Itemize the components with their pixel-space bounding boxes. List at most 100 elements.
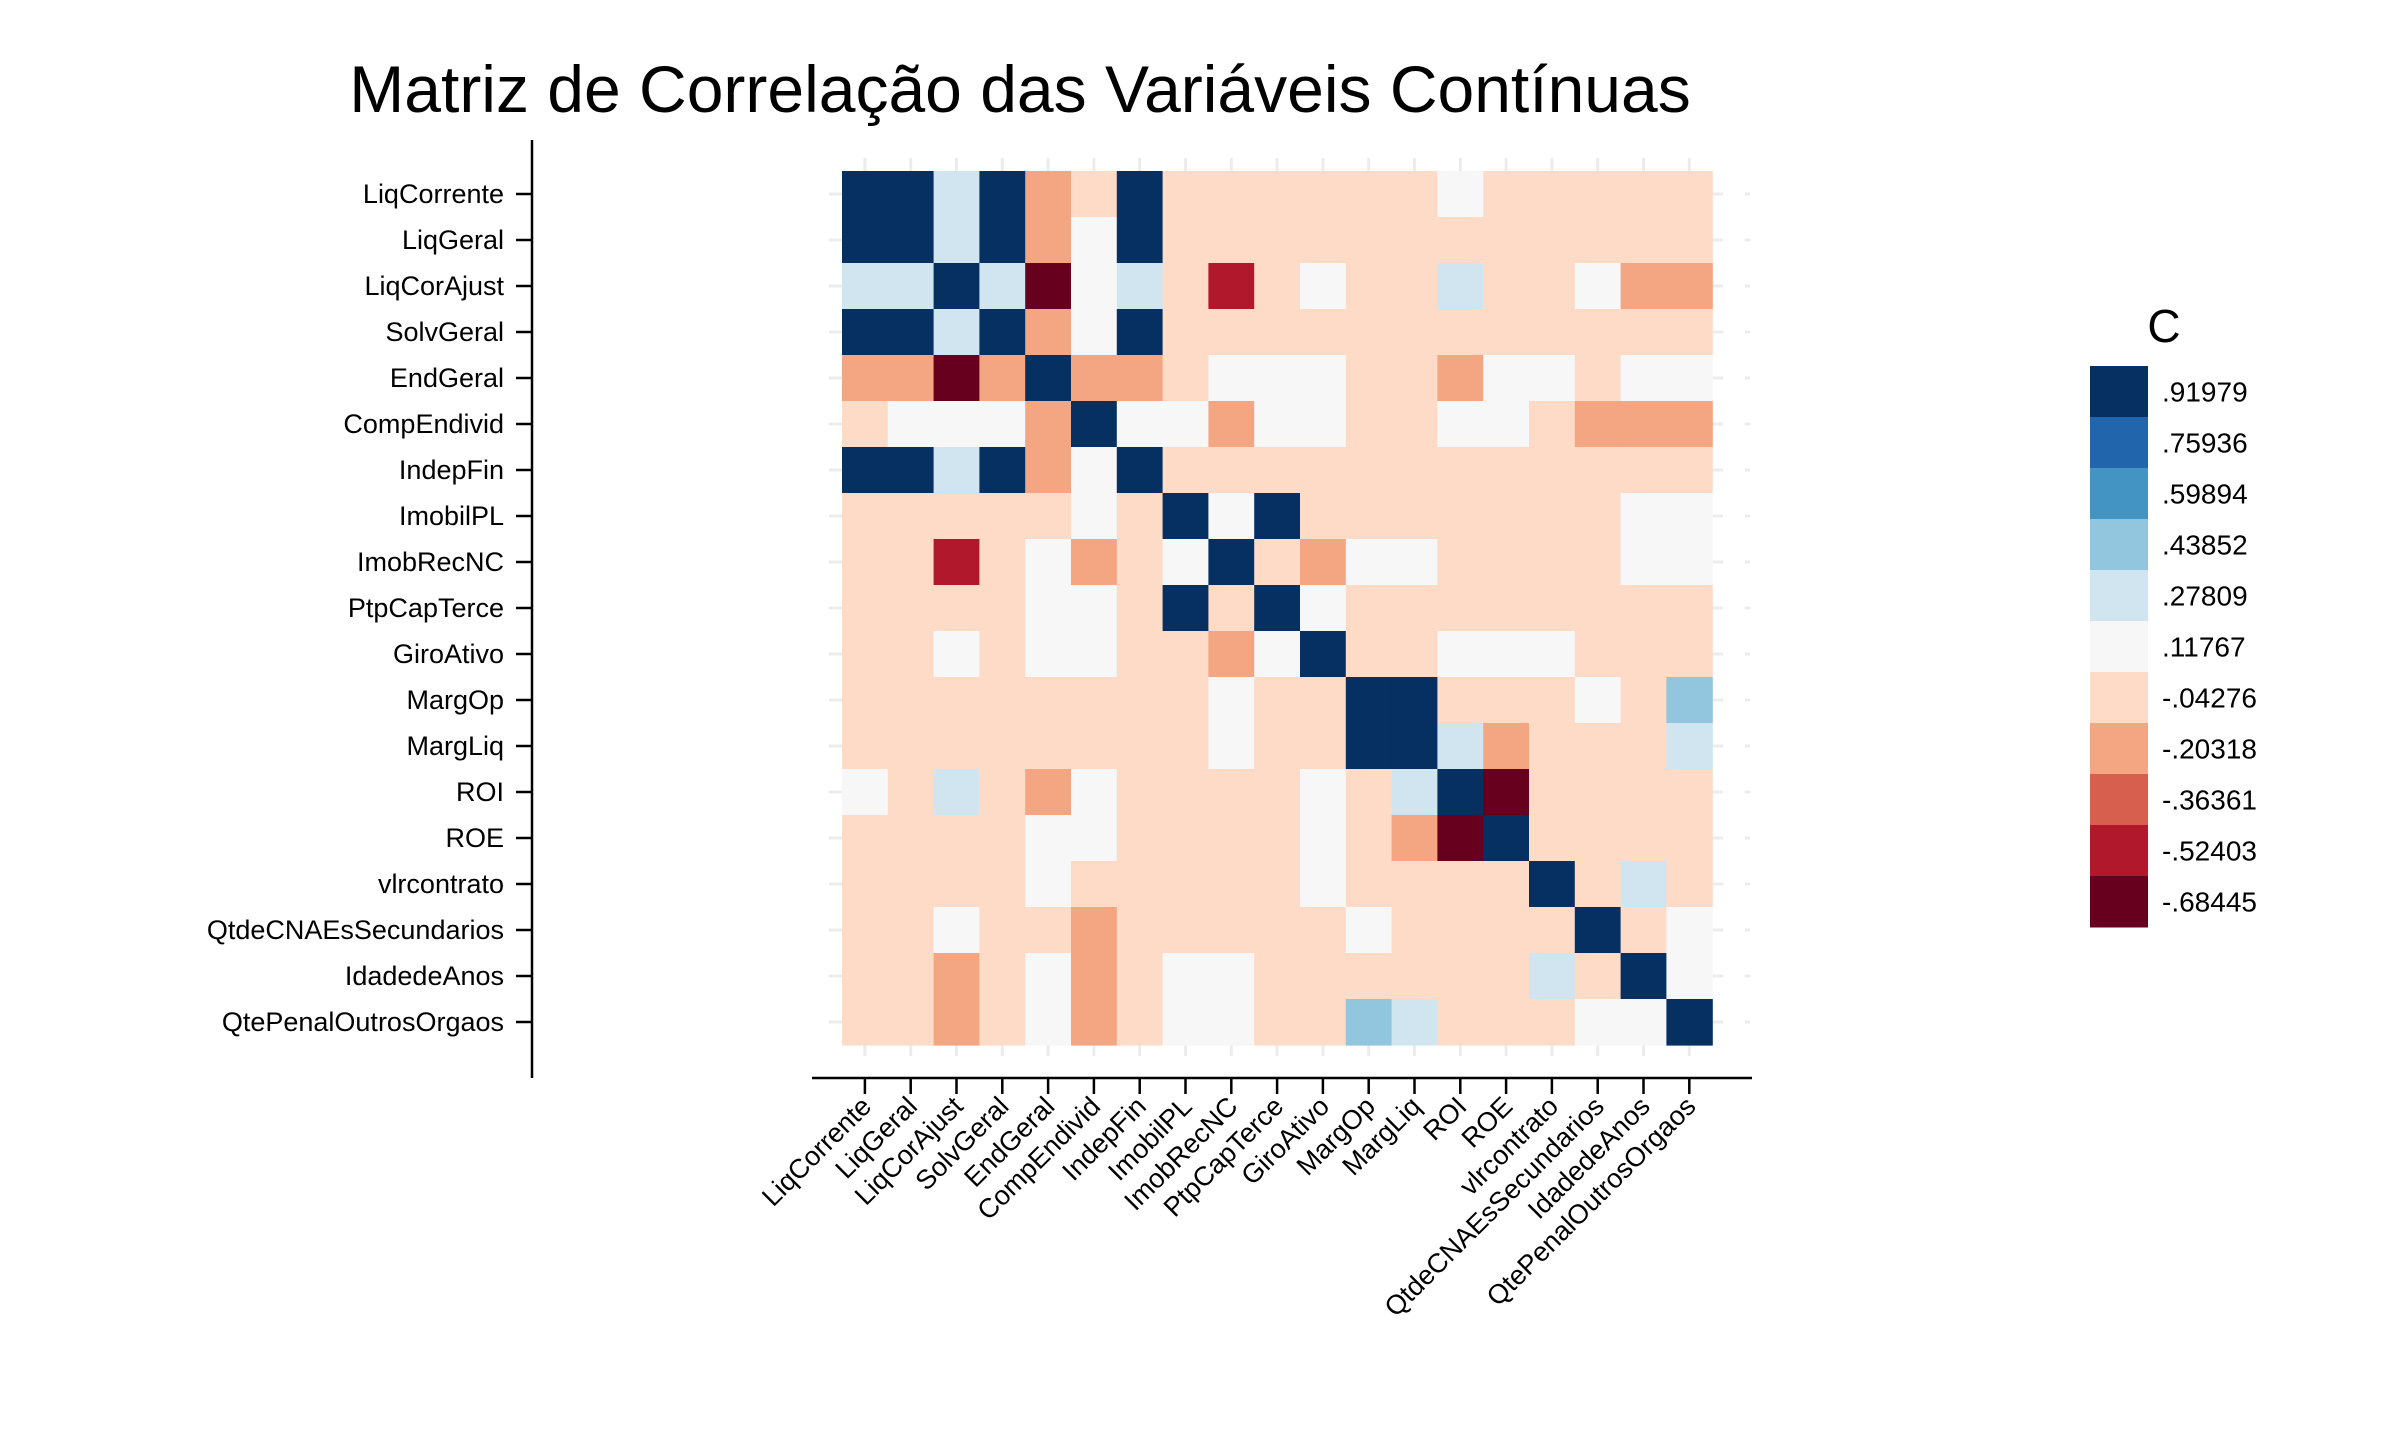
heatmap-cell-giroativo-qtdecnaessecundarios [1574,631,1622,678]
heatmap-cell-giroativo-liqcorajust [933,631,980,678]
heatmap-cell-liqcorajust-margop [1345,263,1393,310]
y-tick-label-qtdecnaessecundarios: QtdeCNAEsSecundarios [207,915,504,945]
heatmap-cell-endgeral-indepfin [1116,355,1164,402]
heatmap-cell-liqcorrente-qtdecnaessecundarios [1574,171,1622,218]
heatmap-cell-margop-imobrecnc [1208,677,1255,724]
heatmap-cell-liqcorrente-giroativo [1300,171,1347,218]
legend-swatch-0 [2090,366,2148,418]
heatmap-cell-margliq-endgeral [1025,723,1072,770]
heatmap-cell-solvgeral-margop [1345,309,1393,356]
heatmap-cell-liqcorajust-liqgeral [887,263,935,310]
heatmap-cell-solvgeral-qtepenaloutrosorgaos [1666,309,1713,356]
heatmap-cell-imobrecnc-margop [1345,539,1393,586]
heatmap-cell-qtepenaloutrosorgaos-margop [1345,999,1393,1046]
heatmap-cell-giroativo-qtepenaloutrosorgaos [1666,631,1713,678]
heatmap-cell-liqgeral-liqcorrente [842,217,889,264]
y-tick-label-idadedeanos: IdadedeAnos [345,961,504,991]
heatmap-cell-roi-compendivid [1071,769,1118,816]
heatmap-cell-idadedeanos-endgeral [1025,953,1072,1000]
heatmap-cell-vlrcontrato-indepfin [1116,861,1164,908]
heatmap-cell-margop-indepfin [1116,677,1164,724]
heatmap-cell-giroativo-compendivid [1071,631,1118,678]
heatmap-cell-vlrcontrato-vlrcontrato [1529,861,1576,908]
heatmap-cell-vlrcontrato-giroativo [1300,861,1347,908]
heatmap-cell-margliq-margop [1345,723,1393,770]
y-tick-label-endgeral: EndGeral [390,363,504,393]
heatmap-cell-endgeral-imobrecnc [1208,355,1255,402]
y-tick-label-ptpcapterce: PtpCapTerce [348,593,504,623]
heatmap-cell-imobilpl-giroativo [1300,493,1347,540]
heatmap-cell-giroativo-margop [1345,631,1393,678]
heatmap-cell-endgeral-margliq [1391,355,1438,402]
heatmap-cell-liqcorrente-liqcorrente [842,171,889,218]
heatmap-cell-roe-roe [1483,815,1530,862]
heatmap-cell-imobilpl-liqcorrente [842,493,889,540]
heatmap-cell-liqcorrente-indepfin [1116,171,1164,218]
heatmap-cell-margliq-roi [1437,723,1484,770]
heatmap-cell-liqcorrente-roi [1437,171,1484,218]
heatmap-cell-imobrecnc-imobrecnc [1208,539,1255,586]
heatmap-cell-margliq-indepfin [1116,723,1164,770]
y-axis-labels: LiqCorrente LiqGeral LiqCorAjust SolvGeral E… [207,179,505,1037]
heatmap-cell-liqgeral-vlrcontrato [1529,217,1576,264]
heatmap-cell-roi-imobilpl [1162,769,1209,816]
heatmap-cell-roe-qtdecnaessecundarios [1574,815,1622,862]
legend-swatch-6 [2090,672,2148,724]
heatmap-cell-ptpcapterce-endgeral [1025,585,1072,632]
heatmap-cell-roe-giroativo [1300,815,1347,862]
y-tick-label-solvgeral: SolvGeral [385,317,504,347]
heatmap-cell-qtdecnaessecundarios-vlrcontrato [1529,907,1576,954]
y-tick-label-roe: ROE [445,823,504,853]
heatmap-cell-roe-endgeral [1025,815,1072,862]
heatmap-cell-compendivid-indepfin [1116,401,1164,448]
heatmap-cell-liqgeral-margop [1345,217,1393,264]
heatmap-cell-solvgeral-solvgeral [979,309,1026,356]
y-tick-label-imobilpl: ImobilPL [399,501,504,531]
heatmap-cell-imobrecnc-qtepenaloutrosorgaos [1666,539,1713,586]
legend: C .91979 .75936 .59894 .43852 .27809 .11767 -.… [2090,300,2257,928]
heatmap-cell-endgeral-compendivid [1071,355,1118,402]
heatmap-cell-ptpcapterce-liqcorrente [842,585,889,632]
legend-label-6: -.04276 [2162,683,2257,714]
heatmap-cell-vlrcontrato-imobilpl [1162,861,1209,908]
heatmap-cell-qtepenaloutrosorgaos-compendivid [1071,999,1118,1046]
heatmap-cell-liqgeral-roe [1483,217,1530,264]
heatmap-cell-ptpcapterce-giroativo [1300,585,1347,632]
heatmap-cell-imobilpl-ptpcapterce [1254,493,1301,540]
heatmap-cell-qtepenaloutrosorgaos-roe [1483,999,1530,1046]
heatmap-cell-imobilpl-endgeral [1025,493,1072,540]
heatmap-cell-margliq-roe [1483,723,1530,770]
heatmap-cell-liqcorrente-qtepenaloutrosorgaos [1666,171,1713,218]
heatmap-cells [842,171,1713,1046]
heatmap-cell-margop-solvgeral [979,677,1026,724]
heatmap-cell-giroativo-giroativo [1300,631,1347,678]
heatmap-cell-liqgeral-ptpcapterce [1254,217,1301,264]
heatmap-cell-indepfin-qtepenaloutrosorgaos [1666,447,1713,494]
heatmap-cell-imobrecnc-compendivid [1071,539,1118,586]
heatmap-cell-margliq-qtdecnaessecundarios [1574,723,1622,770]
heatmap-cell-indepfin-qtdecnaessecundarios [1574,447,1622,494]
heatmap-cell-ptpcapterce-liqgeral [887,585,935,632]
legend-title: C [2147,300,2180,352]
heatmap-cell-qtepenaloutrosorgaos-imobrecnc [1208,999,1255,1046]
legend-swatch-5 [2090,621,2148,673]
heatmap-cell-idadedeanos-imobilpl [1162,953,1209,1000]
heatmap-cell-vlrcontrato-liqgeral [887,861,935,908]
heatmap-cell-giroativo-liqcorrente [842,631,889,678]
heatmap-cell-margop-liqgeral [887,677,935,724]
heatmap-cell-qtepenaloutrosorgaos-endgeral [1025,999,1072,1046]
heatmap-cell-margop-compendivid [1071,677,1118,724]
heatmap-cell-roi-liqcorajust [933,769,980,816]
heatmap-cell-liqcorrente-liqcorajust [933,171,980,218]
heatmap-cell-vlrcontrato-roi [1437,861,1484,908]
heatmap-cell-liqcorrente-compendivid [1071,171,1118,218]
heatmap-cell-solvgeral-ptpcapterce [1254,309,1301,356]
heatmap-cell-ptpcapterce-qtepenaloutrosorgaos [1666,585,1713,632]
heatmap-cell-ptpcapterce-idadedeanos [1620,585,1667,632]
heatmap-cell-qtdecnaessecundarios-endgeral [1025,907,1072,954]
heatmap-cell-idadedeanos-ptpcapterce [1254,953,1301,1000]
heatmap-cell-indepfin-endgeral [1025,447,1072,494]
y-tick-label-roi: ROI [456,777,504,807]
heatmap-cell-qtdecnaessecundarios-imobilpl [1162,907,1209,954]
heatmap-cell-giroativo-imobrecnc [1208,631,1255,678]
